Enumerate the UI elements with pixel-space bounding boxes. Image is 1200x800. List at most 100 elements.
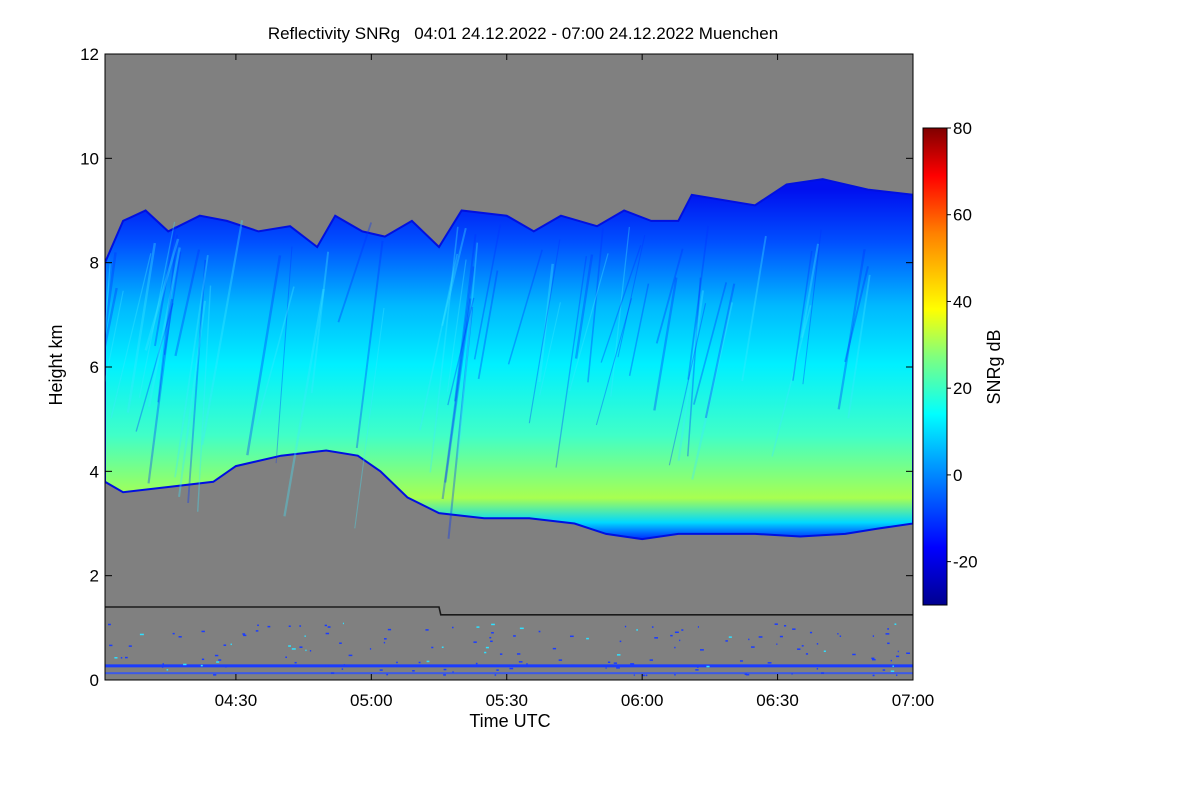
fall-streak [429, 226, 459, 473]
fall-streak [837, 249, 866, 410]
clutter-pixel [294, 661, 297, 664]
clutter-pixel [443, 674, 446, 676]
y-tick-label: 4 [90, 462, 99, 481]
clutter-pixel [890, 670, 895, 672]
clutter-pixel [183, 663, 187, 666]
clutter-pixel [490, 640, 493, 643]
clutter-pixel [526, 663, 528, 665]
clutter-pixel [558, 659, 563, 661]
clutter-pixel [767, 662, 772, 664]
colorbar-tick-label: 40 [953, 292, 972, 311]
clutter-pixel [791, 673, 793, 675]
clutter-pixel [892, 665, 894, 668]
x-axis: 04:30 05:00 05:30 06:00 06:30 07:00 [215, 54, 935, 710]
clutter-pixel [452, 671, 454, 673]
fall-streak [283, 288, 325, 517]
clutter-pixel [894, 623, 897, 625]
clutter-pixel [805, 653, 809, 655]
clutter-pixel [748, 638, 750, 641]
fall-streak [473, 224, 502, 360]
fall-streak [441, 266, 475, 500]
clutter-pixel [872, 674, 875, 677]
fall-streak [600, 245, 642, 363]
fall-streak [628, 283, 650, 376]
fall-streak [800, 243, 820, 338]
colorbar-tick-label: 60 [953, 206, 972, 225]
clutter-pixel [496, 669, 499, 671]
y-tick-label: 12 [80, 45, 99, 64]
clutter-pixel [285, 656, 287, 659]
clutter-pixel [218, 659, 222, 661]
clutter-pixel [342, 622, 344, 625]
colorbar-ticks: -20 0 20 40 60 80 [947, 119, 978, 572]
clutter-pixel [670, 634, 673, 637]
fall-streak [447, 306, 474, 539]
fall-streak [105, 290, 124, 385]
fall-streak [574, 254, 594, 359]
plot-content [105, 178, 913, 677]
fall-streak [105, 287, 118, 353]
clutter-pixel [895, 655, 900, 658]
clutter-pixel [491, 632, 494, 634]
clutter-pixel [619, 640, 622, 643]
clutter-pixel [745, 673, 750, 676]
clutter-pixel [645, 674, 648, 677]
clutter-pixel [431, 646, 434, 649]
fall-streak [528, 239, 561, 424]
colorbar-tick-label: 0 [953, 466, 962, 485]
clutter-pixel [816, 643, 819, 645]
fall-streak [355, 240, 384, 449]
x-tick-label: 05:30 [485, 691, 528, 710]
fall-streak [174, 254, 209, 478]
clutter-pixel [114, 657, 118, 659]
clutter-pixel [816, 668, 819, 670]
fall-streak [174, 249, 201, 357]
fall-streak [691, 302, 734, 480]
clutter-pixel [291, 648, 296, 650]
colorbar [922, 127, 948, 606]
clutter-pixel [412, 670, 415, 672]
fall-streak [595, 298, 633, 426]
fall-streak [477, 270, 499, 380]
clutter-pixel [797, 648, 801, 650]
colorbar-tick-label: 80 [953, 119, 972, 138]
fall-streak [693, 282, 728, 405]
clutter-pixel [426, 660, 430, 663]
colorbar-tick-label: -20 [953, 553, 978, 572]
fall-streak [771, 305, 812, 457]
clutter-pixel [211, 665, 216, 667]
clutter-pixel [213, 674, 217, 676]
clutter-pixel [906, 652, 911, 655]
clutter-pixel [201, 658, 205, 661]
clutter-pixel [499, 653, 503, 655]
clutter-pixel [890, 659, 893, 662]
clutter-pixel [324, 624, 328, 627]
clutter-pixel [728, 636, 732, 638]
y-tick-label: 2 [90, 567, 99, 586]
clutter-pixel [325, 665, 329, 667]
fall-streak [178, 300, 207, 497]
fall-streak [704, 283, 736, 419]
clutter-pixel [674, 646, 676, 649]
x-tick-label: 07:00 [892, 691, 935, 710]
clutter-pixel [871, 657, 875, 660]
clutter-pixel [783, 625, 787, 627]
clutter-pixel [779, 635, 783, 638]
clutter-pixel [243, 634, 247, 637]
clutter-pixel [674, 674, 676, 676]
clutter-pixel [630, 663, 635, 665]
clutter-pixel [369, 648, 372, 650]
fall-streak [507, 249, 543, 365]
clutter-pixel [519, 627, 524, 630]
fall-streak [197, 285, 212, 512]
fall-streak [446, 259, 467, 392]
clutter-pixel [304, 635, 306, 637]
x-axis-label: Time UTC [469, 711, 550, 731]
clutter-pixel [792, 628, 796, 630]
clutter-pixel [872, 635, 875, 637]
clutter-pixel [441, 646, 444, 649]
clutter-pixel [475, 662, 478, 665]
clutter-pixel [109, 644, 113, 647]
clutter-pixel [124, 656, 128, 659]
